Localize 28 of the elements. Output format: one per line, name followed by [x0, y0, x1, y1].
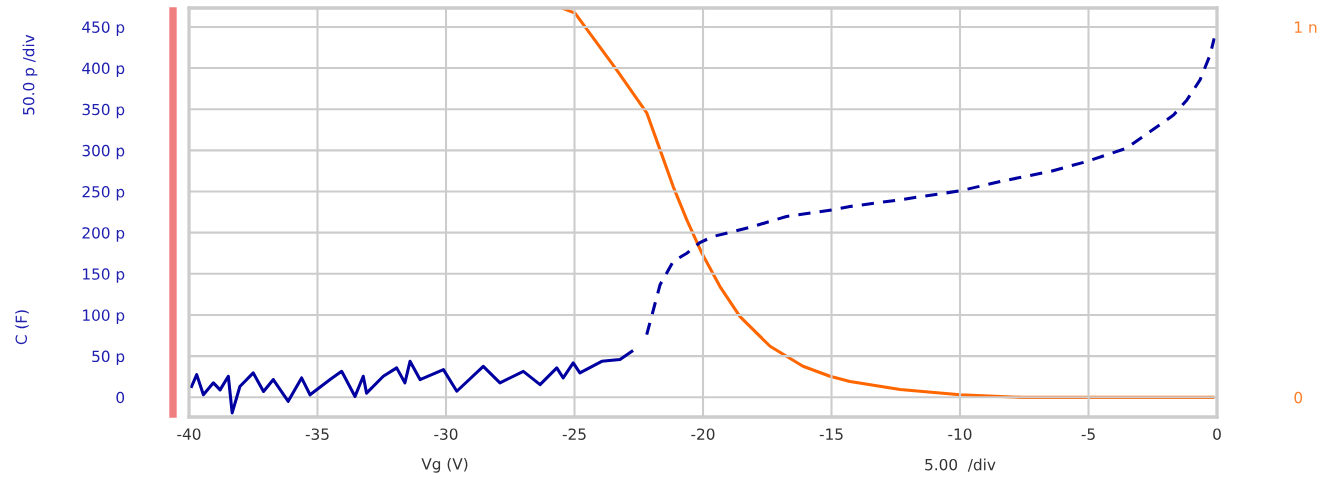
y-tick-label: 250 p [82, 185, 125, 201]
y-tick-label: 200 p [82, 227, 125, 242]
x-tick-label: -15 [819, 428, 843, 440]
y-tick-label: 400 p [82, 62, 125, 78]
x-tick-label: -30 [434, 428, 458, 440]
y-tick-label: 150 p [83, 268, 125, 283]
y2-tick-label: 0 [1294, 391, 1303, 404]
y-tick-label: 350 p [82, 103, 125, 119]
x-tick-label: -20 [691, 428, 715, 440]
y-tick-label: 300 p [82, 144, 125, 160]
x-tick-label: -10 [948, 428, 972, 440]
line-series [645, 36, 1216, 337]
y2-tick-label: 1 n [1295, 21, 1317, 33]
y-axis-title: C (F) [15, 310, 29, 345]
x-tick-label: -35 [305, 428, 329, 440]
x-tick-label: -25 [562, 428, 586, 440]
line-series [561, 8, 1215, 399]
line-series [190, 349, 634, 415]
x-tick-label: -40 [177, 428, 201, 440]
text: 50.0 p /div [22, 34, 38, 115]
y-tick-label: 50 p [92, 350, 125, 366]
x-axis-title: Vg (V) [421, 457, 468, 473]
y-tick-label: 450 p [82, 21, 125, 36]
y-tick-label: 100 p [83, 309, 125, 324]
y-tick-label: 0 [116, 391, 125, 404]
text: 5.00 /div [925, 458, 996, 472]
x-tick-label: 0 [1213, 428, 1221, 440]
x-tick-label: -5 [1081, 428, 1095, 440]
